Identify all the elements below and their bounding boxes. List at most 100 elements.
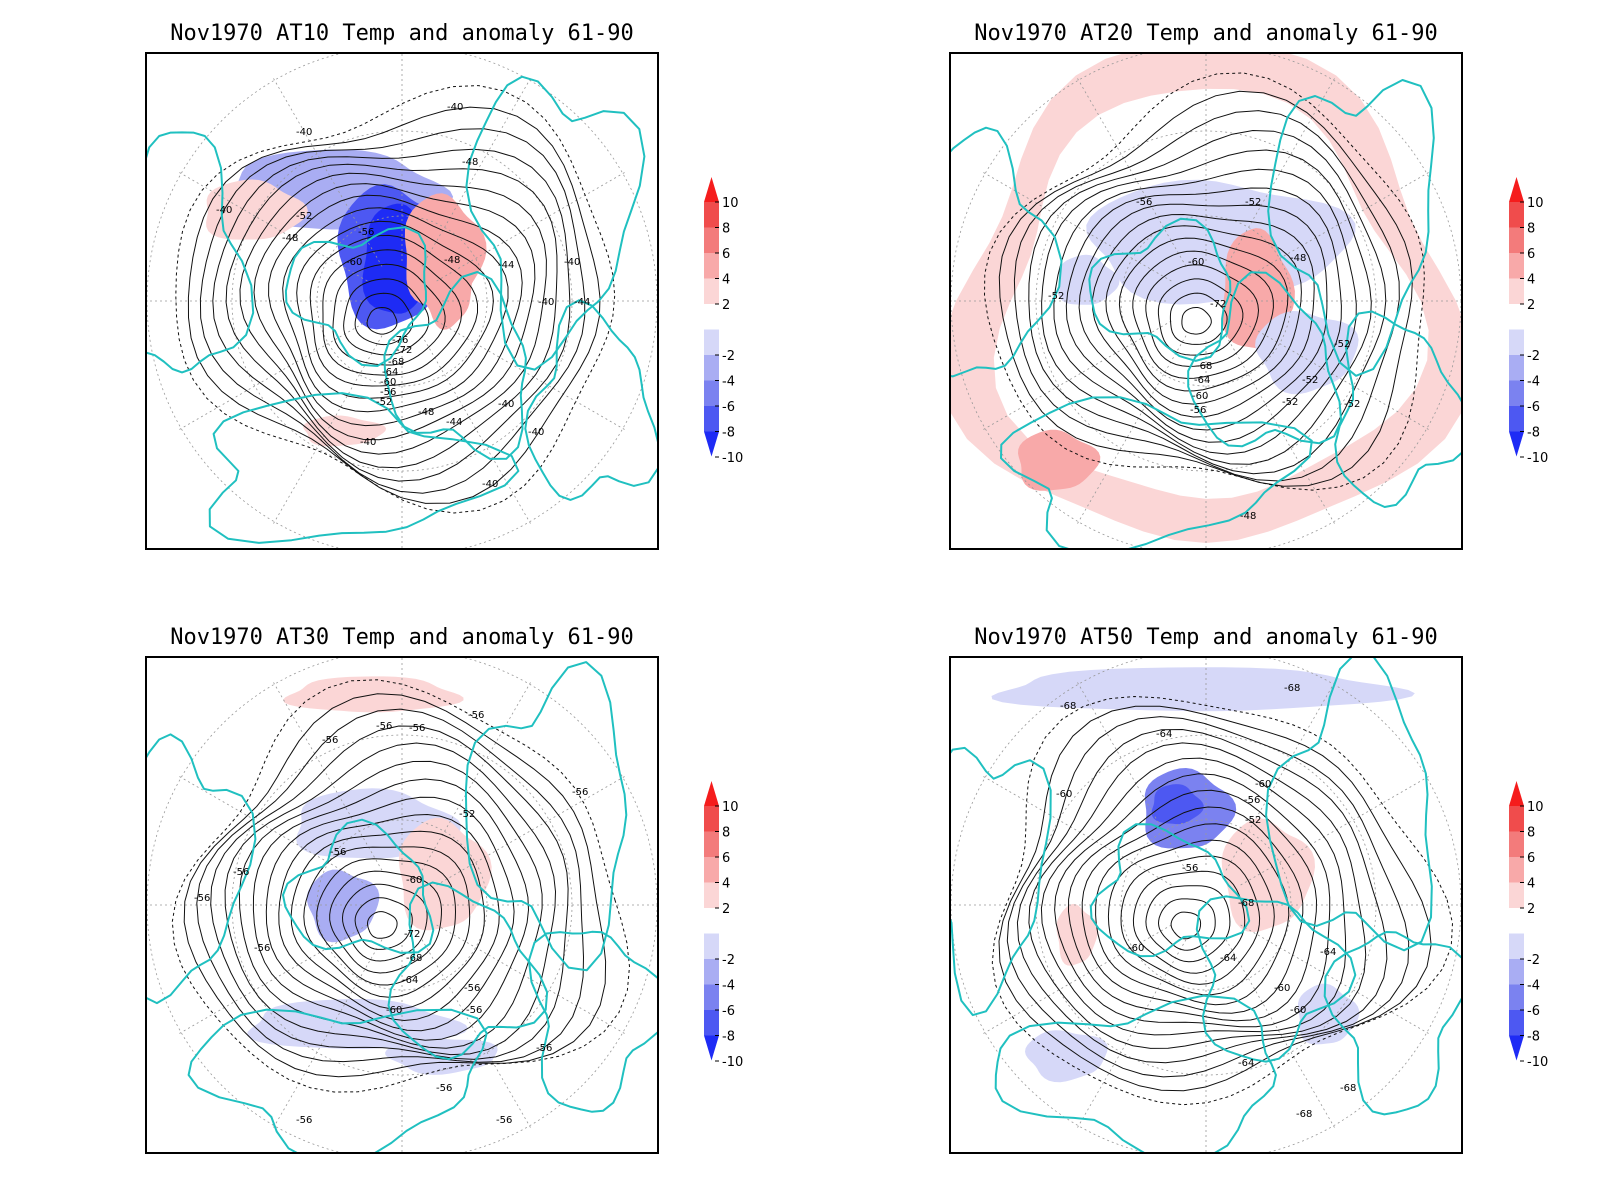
temperature-contour bbox=[1157, 278, 1244, 356]
contour-label: -52 bbox=[1048, 291, 1064, 302]
colorbar-label: 2 bbox=[722, 902, 730, 917]
contour-label: -56 bbox=[409, 723, 425, 734]
contour-label: -60 bbox=[1128, 943, 1144, 954]
contour-label: -44 bbox=[574, 297, 590, 308]
contour-label: -64 bbox=[1320, 947, 1336, 958]
temperature-contour bbox=[1065, 187, 1342, 443]
colorbar-swatch bbox=[704, 227, 719, 253]
polar-map: -56 -52-48-52-60-72-68-64-60-56-52-52-52-… bbox=[950, 53, 1462, 549]
coastline bbox=[282, 818, 435, 954]
contour-label: -56 bbox=[496, 1115, 512, 1126]
colorbar-label: 4 bbox=[1527, 877, 1535, 892]
contour-label: -44 bbox=[446, 417, 462, 428]
colorbar-swatch bbox=[1509, 304, 1524, 330]
coastline bbox=[950, 746, 1052, 1017]
coastline bbox=[208, 392, 520, 544]
meridian-line bbox=[271, 679, 383, 871]
contour-label: -68 bbox=[1296, 1109, 1312, 1120]
contour-label: -52 bbox=[376, 397, 392, 408]
panel-title: Nov1970 AT10 Temp and anomaly 61-90 bbox=[170, 21, 634, 46]
colorbar-arrow-top bbox=[1509, 177, 1524, 202]
anomaly-shading bbox=[1056, 903, 1098, 966]
contour-label: -60 bbox=[380, 377, 396, 388]
colorbar-arrow-bottom bbox=[704, 431, 719, 457]
colorbar-label: -4 bbox=[722, 979, 735, 994]
temperature-contour bbox=[196, 708, 585, 1063]
contour-label: -52 bbox=[1245, 815, 1261, 826]
colorbar-label: -2 bbox=[722, 953, 735, 968]
contour-label: -56 bbox=[380, 387, 396, 398]
coastline bbox=[1088, 217, 1232, 362]
temperature-contour bbox=[268, 194, 523, 427]
contour-label: -56 bbox=[376, 721, 392, 732]
contour-label: -40 bbox=[538, 297, 554, 308]
contour-label: -52 bbox=[1282, 397, 1298, 408]
contour-label: -68 bbox=[1284, 683, 1300, 694]
temperature-contour bbox=[1145, 264, 1260, 367]
temperature-contour bbox=[1006, 716, 1410, 1078]
contour-label: -72 bbox=[1210, 299, 1226, 310]
colorbar-swatch bbox=[1509, 355, 1524, 381]
colorbar-label: -6 bbox=[1527, 1004, 1540, 1019]
temperature-contour bbox=[278, 813, 500, 1022]
contour-label: -60 bbox=[1192, 391, 1208, 402]
contour-label: -68 bbox=[406, 953, 422, 964]
temperature-contour bbox=[212, 148, 571, 482]
panel-title: Nov1970 AT50 Temp and anomaly 61-90 bbox=[974, 625, 1438, 650]
anomaly-shading bbox=[303, 415, 387, 447]
contour-label: -56 bbox=[536, 1043, 552, 1054]
colorbar-label: -4 bbox=[1527, 375, 1540, 390]
colorbar-label: -8 bbox=[722, 426, 735, 441]
contour-label: -60 bbox=[1255, 779, 1271, 790]
contour-label: -56 bbox=[1136, 197, 1152, 208]
temperature-contour bbox=[238, 760, 543, 1049]
panel-title: Nov1970 AT20 Temp and anomaly 61-90 bbox=[974, 21, 1438, 46]
colorbar-swatch bbox=[1509, 831, 1524, 857]
contour-label: -68 bbox=[1340, 1083, 1356, 1094]
colorbar-swatch bbox=[1509, 227, 1524, 253]
contour-label: -52 bbox=[1302, 375, 1318, 386]
colorbar-swatch bbox=[1509, 933, 1524, 959]
colorbar-label: 4 bbox=[1527, 273, 1535, 288]
contour-label: -56 bbox=[254, 943, 270, 954]
coastline bbox=[950, 126, 1063, 378]
contour-label: -56 bbox=[322, 735, 338, 746]
temperature-contour bbox=[303, 846, 471, 998]
meridian-line bbox=[1240, 320, 1432, 432]
temperature-contour bbox=[224, 742, 557, 1056]
panel-at20: Nov1970 AT20 Temp and anomaly 61-90 -56 -5… bbox=[949, 21, 1548, 550]
panel-title: Nov1970 AT30 Temp and anomaly 61-90 bbox=[170, 625, 634, 650]
colorbar-label: 2 bbox=[722, 298, 730, 313]
temperature-contour bbox=[1169, 292, 1228, 345]
temperature-contour bbox=[1118, 237, 1289, 392]
polar-map: -56 -56 -56 -56 -56 -52 -60 -56 -56 -56 -56 -72 -68 -… bbox=[146, 657, 658, 1153]
meridian-line bbox=[1075, 75, 1187, 267]
meridian-line bbox=[271, 939, 383, 1131]
colorbar-swatch bbox=[1509, 1010, 1524, 1036]
temperature-contour bbox=[296, 220, 494, 399]
colorbar-label: -8 bbox=[722, 1030, 735, 1045]
panel-at50: Nov1970 AT50 Temp and anomaly 61-90 -68 -6… bbox=[949, 625, 1548, 1154]
coastline bbox=[187, 1008, 488, 1153]
colorbar-label: -10 bbox=[1527, 1055, 1548, 1070]
contour-label: -64 bbox=[1238, 1058, 1254, 1069]
colorbar-swatch bbox=[704, 278, 719, 304]
colorbar-label: -10 bbox=[722, 451, 743, 466]
contour-labels: -40-40-40-48-52-56-48-60 -48 -44 -40-40 -44-… bbox=[216, 102, 590, 490]
temperature-contour bbox=[998, 705, 1432, 1092]
temperature-contour bbox=[998, 90, 1413, 487]
contour-label: -56 bbox=[330, 847, 346, 858]
contour-label: -48 bbox=[1240, 511, 1256, 522]
temperature-contour bbox=[1132, 870, 1246, 974]
coastline bbox=[1334, 310, 1462, 508]
coastline bbox=[383, 271, 527, 460]
anomaly-shading bbox=[1151, 784, 1204, 825]
temperature-contour bbox=[1095, 823, 1290, 1006]
colorbar-swatch bbox=[1509, 882, 1524, 908]
meridian-line bbox=[421, 679, 533, 871]
meridian-line bbox=[1075, 679, 1187, 871]
temperature-contour bbox=[1081, 806, 1304, 1014]
contour-label: -48 bbox=[1290, 253, 1306, 264]
contour-label: -40 bbox=[447, 102, 463, 113]
colorbar: 10 8 6 4 2 -2 -4 -6 -8 -10 bbox=[704, 781, 743, 1070]
